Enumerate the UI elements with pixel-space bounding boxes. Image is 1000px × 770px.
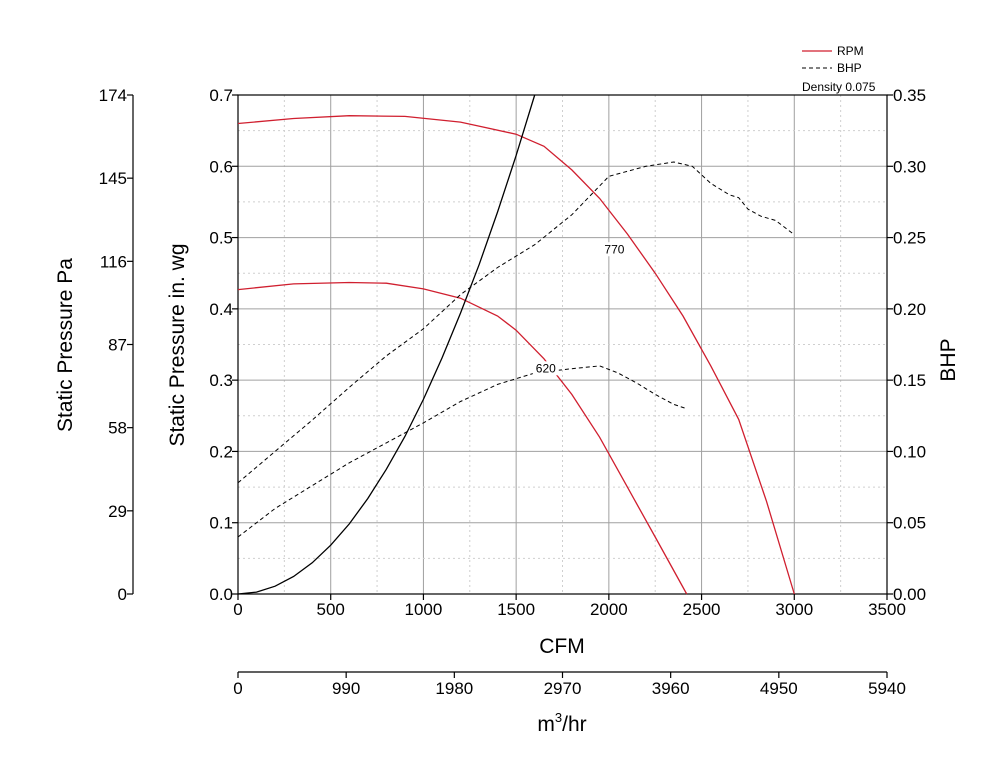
curve-label-bg (601, 242, 628, 257)
curve-label-bg (532, 361, 559, 376)
curve-label-620: 620 (536, 361, 556, 375)
legend: RPM BHP Density 0.075 (802, 44, 876, 94)
y-right-tick-label: 0.15 (893, 371, 926, 390)
x2-tick-label: 5940 (868, 679, 906, 698)
y-tick-label: 0.1 (209, 514, 233, 533)
y-tick-label: 0.6 (209, 157, 233, 176)
y-tick-label: 0.7 (209, 86, 233, 105)
x-tick-label: 2000 (590, 600, 628, 619)
x2-axis-title: m3/hr (537, 710, 586, 736)
y-axis-title: Static Pressure in. wg (166, 243, 189, 446)
y-pa-tick-label: 58 (108, 419, 127, 438)
x-tick-label: 1000 (405, 600, 443, 619)
y-pa-tick-label: 0 (118, 585, 127, 604)
x2-axis-title-sup: 3 (555, 710, 562, 725)
x-tick-label: 0 (233, 600, 242, 619)
x2-axis-title-rest: /hr (562, 713, 587, 736)
x2-axis-title-base: m (537, 713, 555, 736)
x2-tick-label: 0 (233, 679, 242, 698)
y-tick-label: 0.4 (209, 300, 233, 319)
x-tick-label: 3000 (775, 600, 813, 619)
y-right-tick-label: 0.30 (893, 157, 926, 176)
legend-bhp-label: BHP (837, 61, 862, 75)
x-axis-title: CFM (539, 635, 585, 658)
legend-rpm-label: RPM (837, 44, 864, 58)
x2-tick-label: 1980 (435, 679, 473, 698)
x2-tick-label: 990 (332, 679, 360, 698)
y-tick-label: 0.5 (209, 229, 233, 248)
y-tick-label: 0.3 (209, 371, 233, 390)
axes: 0 500 1000 1500 2000 2500 3000 3500 0 990 1980 2970… (99, 86, 926, 698)
density-note: Density 0.075 (802, 80, 876, 94)
plot-area-frame (237, 94, 888, 595)
curves: 770 620 (237, 94, 795, 595)
y-right-tick-label: 0.25 (893, 229, 926, 248)
y-pa-tick-label: 87 (108, 336, 127, 355)
y-pa-axis-title: Static Pressure Pa (54, 258, 77, 432)
y-pa-tick-label: 29 (108, 502, 127, 521)
x2-tick-label: 4950 (760, 679, 798, 698)
x-tick-label: 500 (317, 600, 345, 619)
y-tick-label: 0.2 (209, 442, 233, 461)
y-right-axis-title: BHP (937, 338, 960, 381)
x2-tick-label: 2970 (544, 679, 582, 698)
y-right-tick-label: 0.35 (893, 86, 926, 105)
y-right-tick-label: 0.10 (893, 442, 926, 461)
y-right-tick-label: 0.20 (893, 300, 926, 319)
y-right-tick-label: 0.00 (893, 585, 926, 604)
y-pa-tick-label: 116 (100, 252, 127, 271)
x2-tick-label: 3960 (652, 679, 690, 698)
rpm-curve-770 (237, 115, 795, 595)
y-tick-label: 0.0 (209, 585, 233, 604)
y-right-tick-label: 0.05 (893, 514, 926, 533)
y-pa-tick-label: 145 (99, 169, 127, 188)
bhp-curve-2 (237, 161, 795, 484)
bhp-curve-3 (237, 365, 687, 538)
rpm-curve-620 (237, 281, 688, 595)
grid (238, 95, 887, 594)
x-tick-label: 3500 (868, 600, 906, 619)
curve-label-770: 770 (604, 242, 624, 256)
x-tick-label: 2500 (683, 600, 721, 619)
y-pa-tick-label: 174 (99, 86, 127, 105)
x-tick-label: 1500 (497, 600, 535, 619)
system-curve (237, 94, 536, 595)
